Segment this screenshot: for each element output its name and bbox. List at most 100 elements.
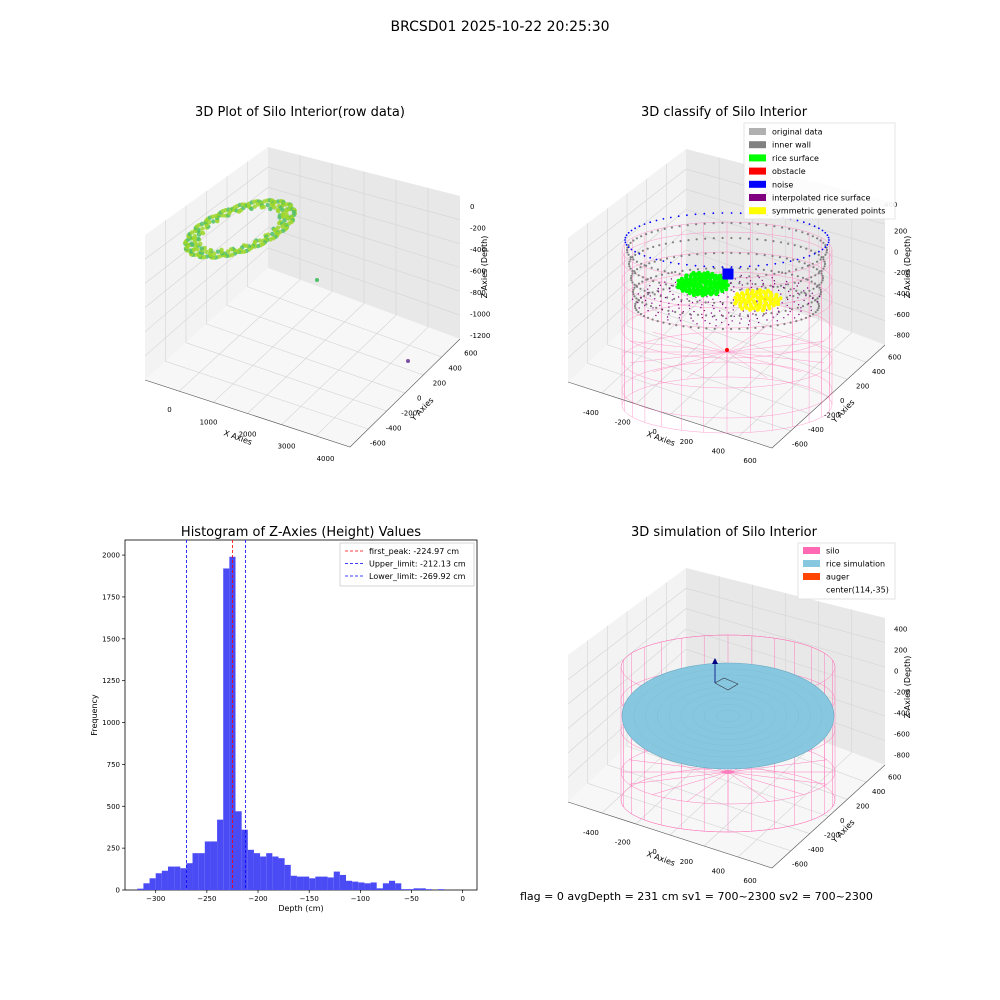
raw-z-tick: 0 [470, 203, 474, 211]
simulation-z-tick: -200 [894, 689, 910, 697]
histogram-bar [155, 873, 162, 890]
classify-x-tick: -200 [615, 419, 631, 427]
histogram-bar [167, 866, 175, 890]
simulation-axis-lines [567, 764, 886, 869]
histogram-bar [303, 876, 310, 890]
histogram-bar [210, 841, 218, 890]
histogram-legend: first_peak: -224.97 cm Upper_limit: -212.… [339, 542, 475, 587]
simulation-y-tick: 600 [888, 773, 901, 781]
legend-label: rice surface [772, 154, 819, 163]
histogram-bar [346, 880, 353, 890]
histogram-bar [339, 874, 347, 890]
raw-y-tick: 400 [448, 365, 461, 373]
simulation-center-marker [712, 658, 739, 691]
raw-plot-title: 3D Plot of Silo Interior(row data) [195, 105, 405, 120]
histogram-bar [143, 883, 150, 890]
classify-x-tick: 0 [652, 428, 656, 436]
legend-label: Lower_limit: -269.92 cm [369, 572, 466, 581]
y-tick-label: 1250 [102, 677, 120, 685]
classify-legend-box [743, 122, 896, 220]
classify-plot-title: 3D classify of Silo Interior [641, 105, 808, 120]
simulation-plot-title: 3D simulation of Silo Interior [631, 525, 818, 540]
simulation-x-tick: -200 [615, 839, 631, 847]
legend-swatch [803, 547, 820, 554]
raw-outlier-point [315, 278, 319, 282]
classify-y-tick: 600 [888, 353, 901, 361]
histogram-bar [180, 868, 187, 890]
legend-swatch [749, 194, 766, 201]
auger-outline [714, 677, 739, 691]
simulation-z-tick: 200 [894, 647, 907, 655]
simulation-z-label: Z Axies (Depth) [903, 656, 912, 719]
legend-label: noise [772, 180, 793, 189]
classify-z-tick: -200 [894, 269, 910, 277]
classify-y-tick: 400 [872, 368, 885, 376]
histogram-bar [266, 853, 273, 890]
x-tick-label: 0 [460, 895, 464, 903]
raw-z-tick: -600 [470, 268, 486, 276]
simulation-x-label: X Axies [645, 849, 676, 868]
y-tick-label: 1750 [102, 593, 120, 601]
classify-x-tick: 400 [712, 448, 725, 456]
simulation-x-tick: -400 [583, 829, 599, 837]
simulation-x-tick: 400 [712, 868, 725, 876]
raw-y-tick: 0 [417, 395, 421, 403]
legend-swatch [749, 128, 766, 135]
chart-x-label: Depth (cm) [278, 904, 323, 913]
legend-label: auger [826, 573, 850, 582]
histogram-bar [352, 881, 359, 890]
raw-x-tick: 2000 [239, 431, 257, 439]
simulation-y-tick: 200 [856, 802, 869, 810]
histogram-bar [309, 878, 316, 890]
classify-gridlines [567, 157, 886, 438]
legend-swatch [749, 207, 766, 215]
y-tick-label: 750 [107, 761, 120, 769]
simulation-legend: silo rice simulation auger center(114,-35) [797, 542, 896, 600]
raw-z-tick: -1000 [470, 311, 490, 319]
raw-y-tick: 600 [464, 350, 477, 358]
histogram-bar [395, 883, 402, 890]
classify-pane-floor [568, 270, 885, 448]
histogram-bar [229, 556, 236, 890]
histogram-bar [382, 883, 389, 890]
simulation-z-tick: 0 [894, 668, 898, 676]
raw-y-tick: -200 [401, 410, 417, 418]
simulation-z-tick: -600 [894, 731, 910, 739]
legend-label: original data [772, 128, 823, 137]
classify-x-label: X Axies [645, 429, 676, 448]
y-tick-label: 2000 [102, 552, 120, 560]
histogram-bar [389, 880, 396, 890]
classify-y-tick: -400 [808, 426, 824, 434]
legend-label: rice simulation [826, 560, 885, 569]
histogram-bar [425, 889, 432, 890]
raw-z-label: Z Axies (Depth) [480, 236, 489, 299]
rice-simulation-surface [621, 662, 835, 770]
raw-plot: 3D Plot of Silo Interior(row data) 0 1000… [144, 105, 490, 463]
histogram-bar [247, 849, 254, 890]
histogram-bar [241, 829, 248, 890]
raw-x-tick: 1000 [200, 418, 218, 426]
raw-y-tick: 200 [433, 380, 446, 388]
classify-legend: original data inner wall rice surface obsta… [743, 122, 896, 220]
classify-z-tick: -400 [894, 290, 910, 298]
histogram-bar [235, 811, 242, 890]
histogram-bar [198, 853, 205, 890]
classify-x-tick: 600 [743, 457, 756, 465]
histogram-bar [284, 864, 291, 890]
histogram-bar [223, 568, 230, 890]
figure-title: BRCSD01 2025-10-22 20:25:30 [390, 19, 609, 35]
histogram-bar [327, 877, 334, 890]
simulation-x-tick: 0 [652, 848, 656, 856]
y-tick-label: 1000 [102, 719, 120, 727]
legend-swatch [803, 573, 820, 580]
legend-label: interpolated rice surface [772, 194, 870, 203]
raw-z-tick: -200 [470, 224, 486, 232]
legend-swatch [749, 154, 766, 162]
raw-z-tick: -1200 [470, 332, 490, 340]
raw-y-tick: -400 [386, 425, 402, 433]
legend-label: symmetric generated points [772, 207, 885, 216]
classify-z-tick: 200 [894, 227, 907, 235]
simulation-z-tick: 400 [894, 626, 907, 634]
legend-swatch [749, 167, 766, 175]
